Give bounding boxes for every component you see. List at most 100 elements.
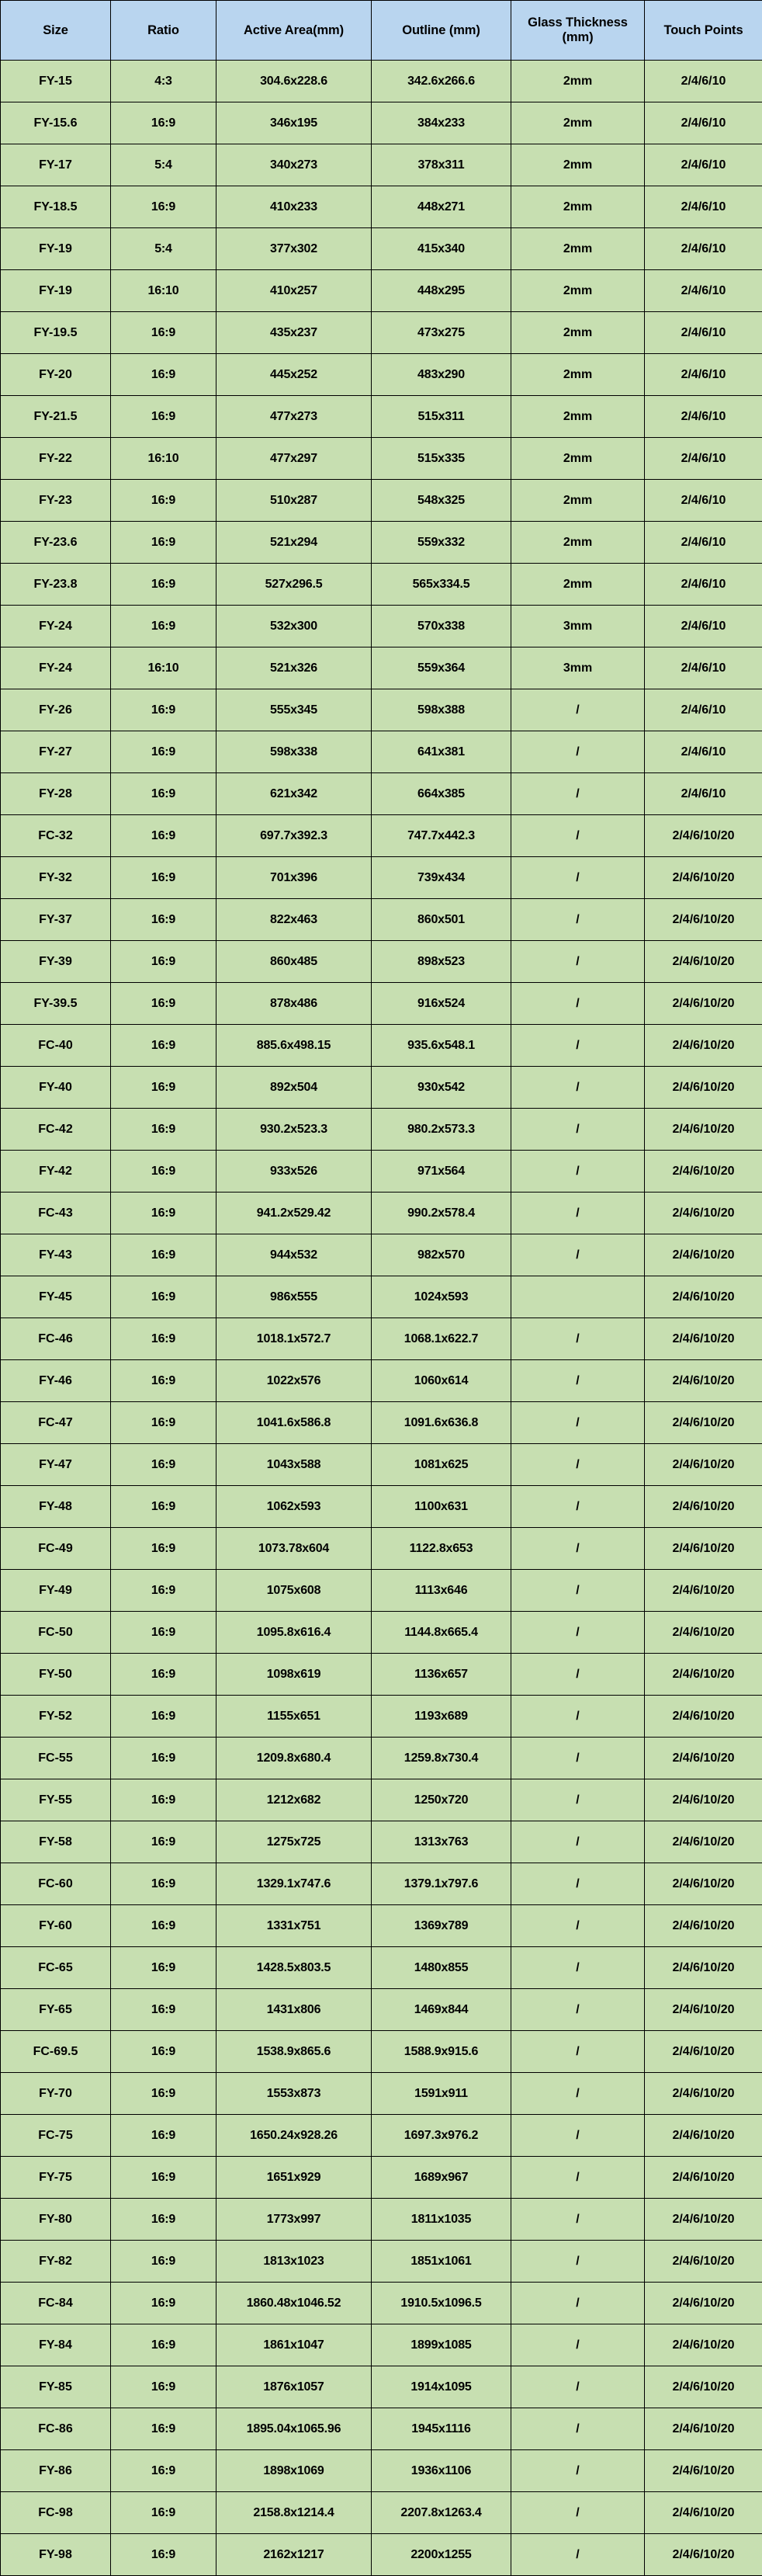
cell-touch-points: 2/4/6/10/20 [645,1067,762,1109]
cell-active-area: 477x273 [216,396,372,438]
table-header-row: Size Ratio Active Area(mm) Outline (mm) … [1,1,762,61]
cell-active-area: 1212x682 [216,1779,372,1821]
cell-touch-points: 2/4/6/10/20 [645,1947,762,1989]
cell-outline: 1945x1116 [372,2408,511,2450]
cell-active-area: 1043x588 [216,1444,372,1486]
cell-size: FC-86 [1,2408,111,2450]
cell-outline: 1100x631 [372,1486,511,1528]
cell-active-area: 510x287 [216,480,372,522]
cell-ratio: 16:9 [111,1318,216,1360]
cell-glass-thickness: / [511,1360,645,1402]
cell-ratio: 16:9 [111,564,216,606]
cell-size: FY-23.8 [1,564,111,606]
cell-ratio: 16:9 [111,102,216,144]
cell-ratio: 16:9 [111,1151,216,1193]
cell-outline: 2200x1255 [372,2534,511,2576]
cell-touch-points: 2/4/6/10/20 [645,1025,762,1067]
cell-active-area: 933x526 [216,1151,372,1193]
cell-touch-points: 2/4/6/10 [645,354,762,396]
cell-touch-points: 2/4/6/10/20 [645,899,762,941]
cell-ratio: 16:9 [111,1905,216,1947]
cell-touch-points: 2/4/6/10/20 [645,1276,762,1318]
cell-size: FY-19.5 [1,312,111,354]
table-header: Size Ratio Active Area(mm) Outline (mm) … [1,1,762,61]
cell-active-area: 1651x929 [216,2157,372,2199]
cell-ratio: 4:3 [111,61,216,102]
cell-active-area: 1331x751 [216,1905,372,1947]
cell-size: FY-15.6 [1,102,111,144]
cell-touch-points: 2/4/6/10/20 [645,1318,762,1360]
cell-glass-thickness: / [511,1696,645,1738]
cell-active-area: 1095.8x616.4 [216,1612,372,1654]
cell-touch-points: 2/4/6/10/20 [645,1234,762,1276]
cell-active-area: 1041.6x586.8 [216,1402,372,1444]
cell-size: FY-80 [1,2199,111,2241]
cell-active-area: 340x273 [216,144,372,186]
cell-glass-thickness: / [511,1318,645,1360]
column-header-size: Size [1,1,111,61]
cell-glass-thickness: 2mm [511,312,645,354]
cell-touch-points: 2/4/6/10/20 [645,2283,762,2324]
cell-touch-points: 2/4/6/10/20 [645,1109,762,1151]
cell-outline: 1851x1061 [372,2241,511,2283]
cell-size: FY-40 [1,1067,111,1109]
cell-active-area: 2158.8x1214.4 [216,2492,372,2534]
cell-ratio: 16:9 [111,857,216,899]
cell-glass-thickness: / [511,689,645,731]
cell-outline: 1193x689 [372,1696,511,1738]
cell-active-area: 701x396 [216,857,372,899]
cell-outline: 982x570 [372,1234,511,1276]
cell-glass-thickness: 2mm [511,396,645,438]
cell-ratio: 16:9 [111,689,216,731]
cell-glass-thickness: 2mm [511,438,645,480]
cell-glass-thickness: / [511,857,645,899]
cell-touch-points: 2/4/6/10/20 [645,1151,762,1193]
cell-ratio: 16:9 [111,1360,216,1402]
cell-touch-points: 2/4/6/10 [645,228,762,270]
cell-active-area: 1553x873 [216,2073,372,2115]
cell-glass-thickness: 3mm [511,647,645,689]
cell-outline: 898x523 [372,941,511,983]
cell-glass-thickness: 2mm [511,354,645,396]
cell-touch-points: 2/4/6/10/20 [645,1696,762,1738]
cell-ratio: 16:9 [111,1025,216,1067]
cell-glass-thickness: / [511,2157,645,2199]
cell-size: FY-48 [1,1486,111,1528]
cell-size: FY-42 [1,1151,111,1193]
cell-outline: 1379.1x797.6 [372,1863,511,1905]
cell-outline: 559x364 [372,647,511,689]
cell-touch-points: 2/4/6/10/20 [645,1863,762,1905]
cell-glass-thickness: / [511,2534,645,2576]
cell-ratio: 16:9 [111,396,216,438]
cell-size: FC-75 [1,2115,111,2157]
cell-glass-thickness: 2mm [511,270,645,312]
cell-touch-points: 2/4/6/10/20 [645,1989,762,2031]
cell-touch-points: 2/4/6/10/20 [645,2157,762,2199]
cell-outline: 1811x1035 [372,2199,511,2241]
cell-touch-points: 2/4/6/10/20 [645,1779,762,1821]
cell-glass-thickness: / [511,1863,645,1905]
cell-touch-points: 2/4/6/10 [645,396,762,438]
cell-size: FY-24 [1,647,111,689]
cell-ratio: 16:9 [111,1402,216,1444]
cell-ratio: 16:9 [111,1821,216,1863]
cell-touch-points: 2/4/6/10/20 [645,2073,762,2115]
cell-touch-points: 2/4/6/10/20 [645,1570,762,1612]
